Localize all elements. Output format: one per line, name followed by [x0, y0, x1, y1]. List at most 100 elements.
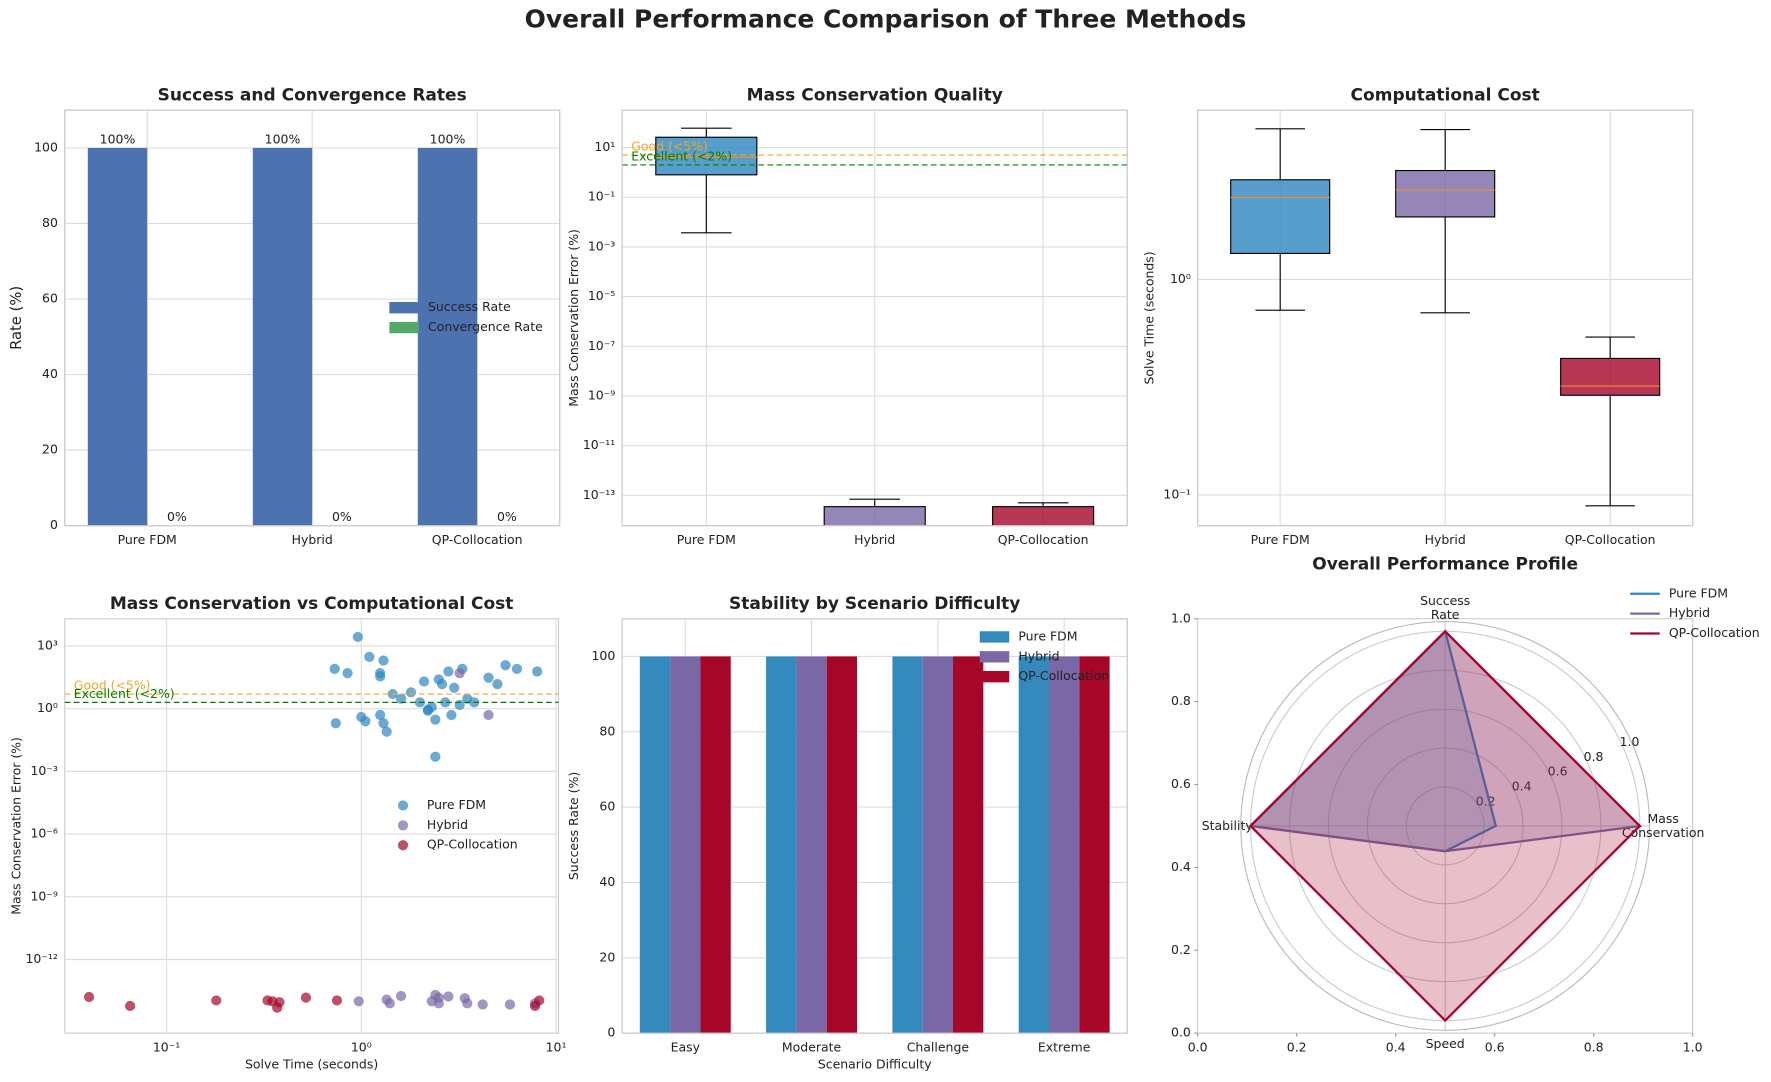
- point: [330, 718, 341, 729]
- y-tick-label: 0: [50, 517, 58, 532]
- r-tick-label: 0.8: [1584, 749, 1604, 764]
- point: [405, 687, 417, 698]
- point: [375, 671, 386, 682]
- x-tick-label: 10⁻¹: [153, 1039, 180, 1054]
- legend-swatch: [979, 670, 1010, 683]
- legend-label: Pure FDM: [427, 797, 486, 812]
- y-tick-label: 0.4: [1171, 859, 1191, 874]
- radar-line: [1248, 629, 1642, 1023]
- subplot-title: Success and Convergence Rates: [158, 85, 467, 105]
- axis-category-label: Success Rate: [1420, 593, 1470, 622]
- point: [477, 999, 488, 1010]
- x-tick-label: Extreme: [1038, 1039, 1091, 1054]
- point: [274, 997, 285, 1008]
- x-tick-label: 10⁰: [351, 1039, 372, 1054]
- legend-swatch: [389, 321, 419, 334]
- point: [329, 663, 340, 674]
- subplot-title: Mass Conservation vs Computational Cost: [110, 594, 514, 614]
- y-tick-label: 10¹: [594, 139, 615, 154]
- point: [532, 666, 543, 677]
- bar: [1079, 656, 1110, 1034]
- y-axis-label: Mass Conservation Error (%): [566, 229, 581, 407]
- y-tick-label: 0.8: [1171, 693, 1191, 708]
- box: [1230, 179, 1331, 254]
- x-tick-label: Pure FDM: [677, 532, 736, 547]
- radar-area: [1250, 631, 1496, 852]
- bar: [1049, 656, 1080, 1034]
- point: [430, 714, 441, 725]
- legend-label: Hybrid: [1018, 648, 1059, 663]
- subplot-title: Mass Conservation Quality: [747, 85, 1003, 105]
- x-tick-label: 0.4: [1386, 1039, 1406, 1054]
- legend-marker: [397, 820, 409, 831]
- point: [462, 998, 473, 1009]
- bar: [892, 656, 923, 1034]
- point: [83, 991, 95, 1003]
- x-tick-label: Pure FDM: [118, 532, 177, 547]
- y-tick-label: 10⁻³: [30, 763, 57, 778]
- point: [384, 998, 395, 1009]
- legend-label: QP-Collocation: [1669, 625, 1760, 640]
- r-tick-label: 0.6: [1548, 764, 1568, 779]
- y-tick-label: 100: [34, 139, 58, 154]
- x-tick-label: Moderate: [782, 1039, 841, 1054]
- point: [443, 666, 454, 677]
- value-label: 0%: [332, 509, 352, 524]
- box: [992, 506, 1095, 526]
- legend-label: Pure FDM: [1018, 628, 1077, 643]
- value-label: 100%: [265, 131, 301, 146]
- point: [381, 726, 392, 737]
- point: [395, 693, 407, 704]
- axis-category-label: Speed: [1426, 1035, 1465, 1050]
- y-tick-label: 10⁻⁹: [588, 387, 615, 402]
- y-tick-label: 10⁻⁵: [588, 288, 615, 303]
- value-label: 100%: [100, 131, 136, 146]
- legend-marker: [397, 840, 409, 851]
- legend-marker: [397, 800, 409, 811]
- y-axis-label: Solve Time (seconds): [1142, 251, 1157, 384]
- value-label: 0%: [167, 509, 187, 524]
- threshold-label: Good (<5%): [74, 678, 151, 693]
- bar: [252, 147, 313, 526]
- legend-swatch: [979, 651, 1010, 663]
- x-tick-label: 0.2: [1287, 1039, 1307, 1054]
- point: [483, 672, 494, 683]
- y-tick-label: 10⁻³: [588, 238, 615, 253]
- bar: [922, 656, 954, 1034]
- y-tick-label: 10⁰: [1170, 271, 1191, 286]
- plot-border: [621, 618, 1128, 1034]
- y-tick-label: 10⁻¹: [1163, 486, 1190, 501]
- y-tick-label: 100: [591, 648, 615, 663]
- value-label: 100%: [430, 131, 466, 146]
- x-tick-label: 0.0: [1188, 1039, 1208, 1054]
- figure-title: Overall Performance Comparison of Three …: [525, 4, 1247, 33]
- bar: [639, 656, 671, 1034]
- y-tick-label: 10⁻¹²: [25, 951, 57, 966]
- x-tick-label: 10¹: [546, 1039, 567, 1054]
- subplot-title: Overall Performance Profile: [1312, 554, 1578, 574]
- y-tick-label: 60: [42, 291, 58, 306]
- point: [511, 663, 523, 674]
- legend-label: Success Rate: [428, 299, 511, 314]
- point: [504, 999, 516, 1010]
- plot-border: [64, 109, 561, 527]
- y-tick-label: 10⁻¹: [588, 189, 615, 204]
- y-tick-label: 20: [42, 442, 58, 457]
- point: [449, 682, 460, 693]
- x-tick-label: 0.6: [1485, 1039, 1505, 1054]
- bar: [87, 147, 148, 526]
- y-tick-label: 0.6: [1171, 776, 1191, 791]
- y-tick-label: 0.0: [1171, 1025, 1191, 1040]
- plot-border: [1197, 109, 1694, 527]
- legend-label: Convergence Rate: [428, 319, 543, 334]
- point: [342, 668, 353, 679]
- subplot-title: Computational Cost: [1351, 85, 1540, 105]
- threshold-label: Excellent (<2%): [74, 686, 175, 701]
- y-tick-label: 80: [599, 723, 615, 738]
- y-axis-label: Success Rate (%): [566, 772, 581, 880]
- bar: [953, 656, 984, 1034]
- x-tick-label: QP-Collocation: [998, 532, 1089, 547]
- threshold-label: Excellent (<2%): [631, 148, 732, 163]
- y-axis-label: Rate (%): [8, 286, 25, 350]
